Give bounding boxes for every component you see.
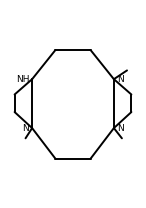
Text: NH: NH (16, 75, 29, 84)
Text: N: N (22, 124, 29, 132)
Text: N: N (117, 75, 124, 84)
Text: N: N (117, 124, 124, 132)
